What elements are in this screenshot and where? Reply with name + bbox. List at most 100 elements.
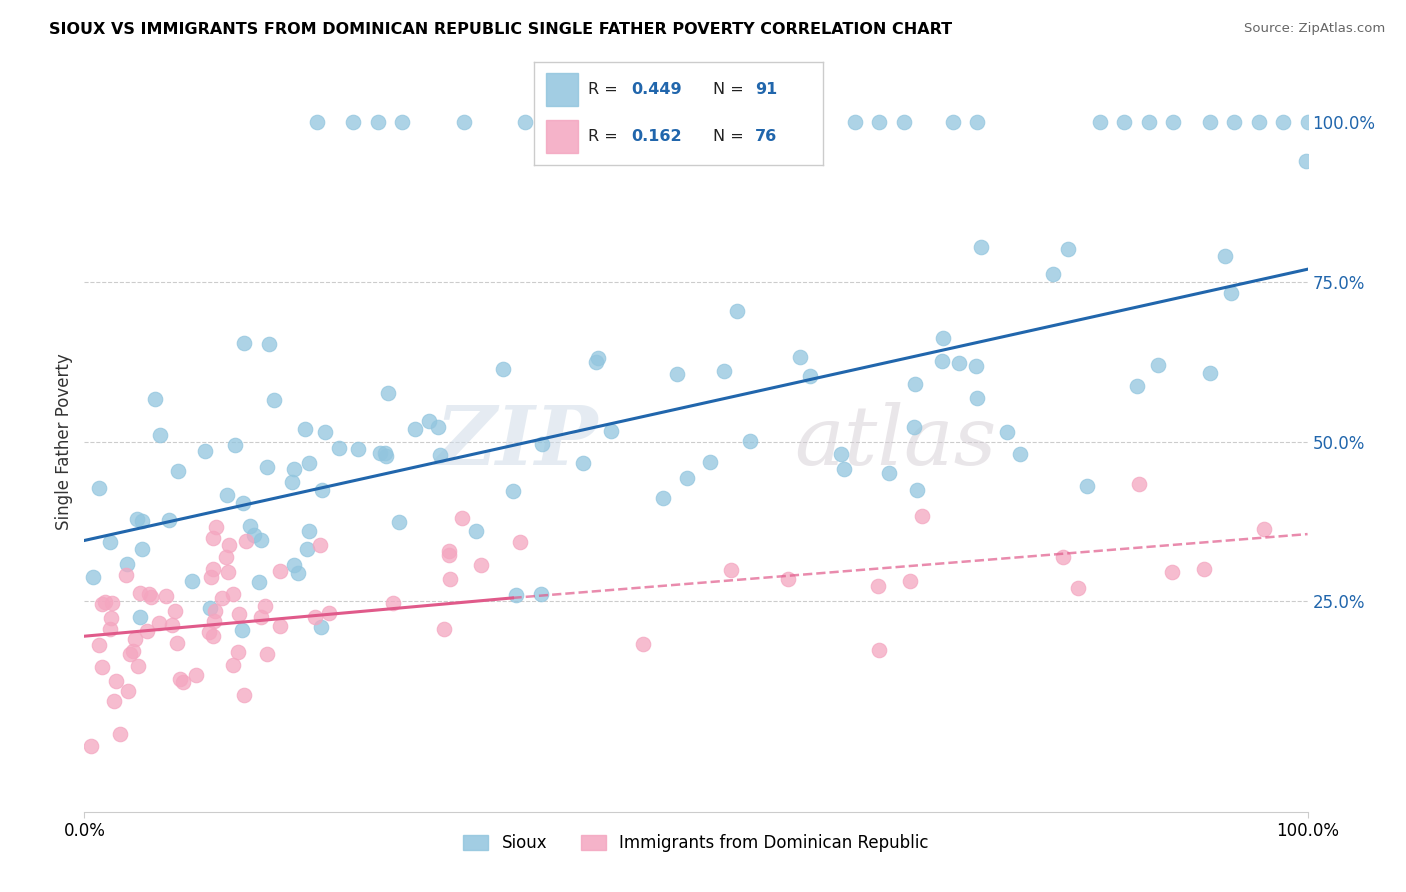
Point [298,524,321,538]
Point [138,587,160,601]
Point [437,549,460,563]
Point [257,337,280,351]
Point [465,524,488,538]
Point [437,544,460,558]
Point [253,599,276,613]
Point [844,115,866,129]
Point [194,443,217,458]
Point [832,462,855,476]
Point [388,515,411,529]
Point [226,645,249,659]
Point [305,115,328,129]
Point [218,538,240,552]
Point [232,496,254,510]
Point [375,449,398,463]
Text: 0.449: 0.449 [631,81,682,96]
Point [127,658,149,673]
Point [776,572,799,586]
Point [294,422,316,436]
Point [131,541,153,556]
Point [80,739,103,753]
Point [169,673,191,687]
Point [198,601,221,615]
Point [145,392,167,407]
Point [1194,562,1216,576]
Point [893,115,915,129]
Bar [546,73,578,105]
Point [233,688,256,702]
Point [247,574,270,589]
Point [1213,249,1236,263]
Point [115,567,138,582]
Point [269,564,291,578]
Point [103,694,125,708]
Point [328,441,350,455]
Point [318,606,340,620]
Point [907,483,929,498]
Point [94,595,117,609]
Point [201,531,224,545]
Point [204,604,226,618]
Point [995,425,1018,439]
Bar [546,120,578,153]
Point [108,727,131,741]
Point [1057,243,1080,257]
Point [1114,115,1136,129]
Point [200,570,222,584]
Point [250,533,273,548]
Point [122,644,145,658]
Point [1161,566,1184,580]
Point [1199,366,1222,380]
Point [368,446,391,460]
Point [314,425,336,439]
Point [513,115,536,129]
Point [91,660,114,674]
Point [869,115,891,129]
Point [1128,477,1150,491]
Point [98,622,121,636]
Point [866,580,889,594]
Point [217,488,239,502]
Point [309,539,332,553]
Text: ZIP: ZIP [436,401,598,482]
Point [799,369,821,384]
Point [1247,115,1270,129]
Point [367,115,389,129]
Point [740,434,762,449]
Point [181,574,204,588]
Point [82,570,104,584]
Point [205,520,228,534]
Point [439,572,461,586]
Point [1137,115,1160,129]
Point [585,354,607,368]
Point [942,115,965,129]
Point [910,509,932,524]
Point [87,638,110,652]
Point [283,462,305,476]
Point [572,456,595,470]
Text: Source: ZipAtlas.com: Source: ZipAtlas.com [1244,22,1385,36]
Point [342,115,364,129]
Point [198,625,221,640]
Point [965,359,987,373]
Point [232,336,254,351]
Point [243,528,266,542]
Point [699,455,721,469]
Point [215,550,238,565]
Point [900,574,922,589]
Point [239,518,262,533]
Text: R =: R = [588,81,623,96]
Point [530,587,553,601]
Point [283,558,305,573]
Point [129,586,152,600]
Point [105,673,128,688]
Point [218,566,240,580]
Point [228,607,250,621]
Point [391,115,413,129]
Point [165,604,187,618]
Point [211,591,233,605]
Point [1295,153,1317,168]
Point [725,303,748,318]
Text: 91: 91 [755,81,778,96]
Point [713,364,735,378]
